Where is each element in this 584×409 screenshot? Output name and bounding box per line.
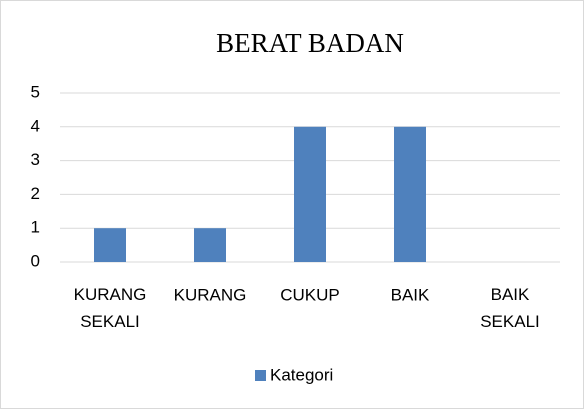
bar xyxy=(394,126,426,262)
legend-swatch xyxy=(255,370,266,381)
y-tick-label: 5 xyxy=(31,82,40,101)
bar xyxy=(94,228,126,262)
y-tick-label: 0 xyxy=(31,251,40,270)
y-tick-label: 2 xyxy=(31,184,40,203)
x-tick-label: BAIK SEKALI xyxy=(480,285,540,331)
y-tick-label: 3 xyxy=(31,150,40,169)
y-tick-label: 1 xyxy=(31,218,40,237)
bar xyxy=(194,228,226,262)
bar xyxy=(294,126,326,262)
x-tick-label: KURANG SEKALI xyxy=(74,285,147,331)
x-tick-label: KURANG xyxy=(174,285,247,304)
x-tick-label: BAIK xyxy=(391,285,430,304)
x-tick-label: CUKUP xyxy=(280,285,340,304)
chart-title: BERAT BADAN xyxy=(216,28,404,58)
legend-label: Kategori xyxy=(270,365,333,384)
y-tick-label: 4 xyxy=(31,116,40,135)
